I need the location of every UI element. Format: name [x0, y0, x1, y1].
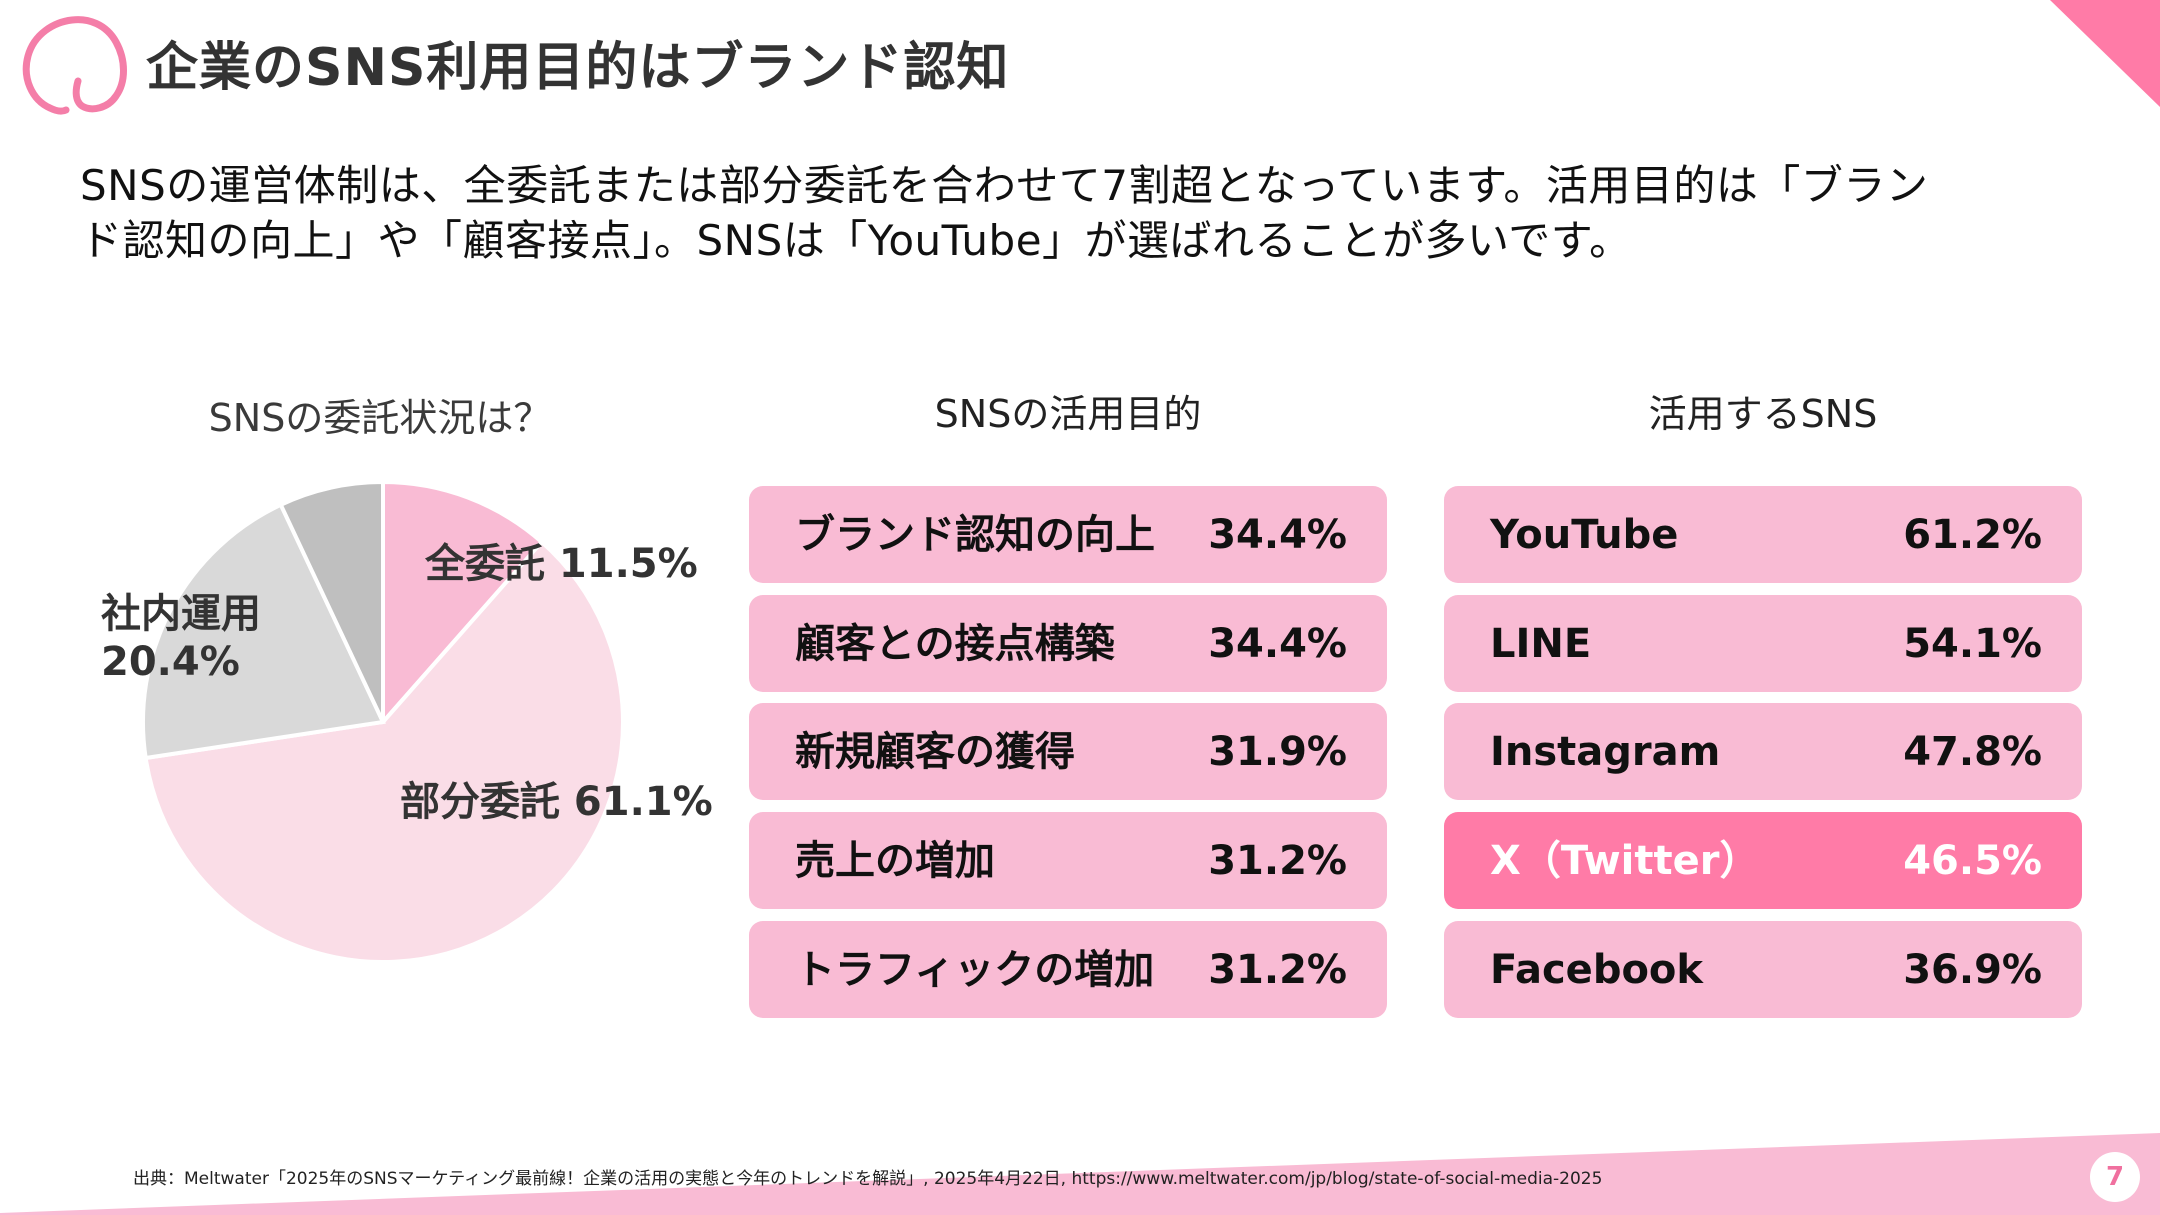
purpose-row: トラフィックの増加 31.2% [749, 921, 1387, 1018]
source-citation: 出典：Meltwater「2025年のSNSマーケティング最前線！企業の活用の実… [133, 1169, 1603, 1189]
lead-line-2: ド認知の向上」や「顧客接点」。SNSは「YouTube」が選ばれることが多いです… [80, 216, 1632, 265]
pie-label-in-house-name: 社内運用 [101, 591, 261, 637]
sns-label: Facebook [1490, 946, 1704, 993]
sns-row: LINE 54.1% [1444, 595, 2082, 692]
purpose-row: 売上の増加 31.2% [749, 812, 1387, 909]
purpose-value: 34.4% [1208, 620, 1347, 667]
purpose-row: 新規顧客の獲得 31.9% [749, 703, 1387, 800]
purpose-value: 31.2% [1208, 946, 1347, 993]
sns-row-highlighted: X（Twitter） 46.5% [1444, 812, 2082, 909]
sns-label: Instagram [1490, 728, 1721, 775]
sns-value: 61.2% [1903, 511, 2042, 558]
purpose-list: ブランド認知の向上 34.4% 顧客との接点構築 34.4% 新規顧客の獲得 3… [749, 486, 1387, 1030]
sns-row: Facebook 36.9% [1444, 921, 2082, 1018]
sns-value: 47.8% [1903, 728, 2042, 775]
purpose-value: 31.2% [1208, 837, 1347, 884]
sns-value: 36.9% [1903, 946, 2042, 993]
pie-label-in-house: 社内運用 20.4% [101, 590, 261, 686]
slide-title: 企業のSNS利用目的はブランド認知 [146, 38, 1010, 98]
purpose-label: トラフィックの増加 [795, 946, 1155, 993]
purpose-label: 顧客との接点構築 [795, 620, 1115, 667]
outsourcing-pie-chart [140, 479, 625, 964]
sns-list: YouTube 61.2% LINE 54.1% Instagram 47.8%… [1444, 486, 2082, 1030]
pie-label-in-house-value: 20.4% [101, 639, 240, 685]
sns-value: 54.1% [1903, 620, 2042, 667]
purpose-label: ブランド認知の向上 [795, 511, 1155, 558]
lead-paragraph: SNSの運営体制は、全委託または部分委託を合わせて7割超となっています。活用目的… [80, 158, 2080, 268]
purpose-value: 31.9% [1208, 728, 1347, 775]
sns-row: YouTube 61.2% [1444, 486, 2082, 583]
sns-label: X（Twitter） [1490, 837, 1760, 884]
purpose-label: 新規顧客の獲得 [795, 728, 1075, 775]
purpose-label: 売上の増加 [795, 837, 995, 884]
sns-label: YouTube [1490, 511, 1679, 558]
pie-slice-in-house [140, 502, 386, 761]
brand-logo-icon [22, 16, 127, 115]
sns-value: 46.5% [1903, 837, 2042, 884]
pie-slice-partial-outsourcing [143, 539, 625, 964]
purpose-row: ブランド認知の向上 34.4% [749, 486, 1387, 583]
sns-label: LINE [1490, 620, 1592, 667]
purpose-list-title: SNSの活用目的 [934, 392, 1202, 436]
purpose-row: 顧客との接点構築 34.4% [749, 595, 1387, 692]
page-number: 7 [2090, 1152, 2140, 1202]
pie-label-full-outsourcing: 全委託 11.5% [425, 541, 698, 587]
pie-chart-title: SNSの委託状況は？ [208, 396, 552, 440]
sns-row: Instagram 47.8% [1444, 703, 2082, 800]
sns-list-title: 活用するSNS [1648, 392, 1878, 436]
pie-label-partial-outsourcing: 部分委託 61.1% [400, 779, 713, 825]
lead-line-1: SNSの運営体制は、全委託または部分委託を合わせて7割超となっています。活用目的… [80, 161, 1929, 210]
pie-slice-other [278, 479, 385, 723]
pie-slice-full-outsourcing [381, 479, 545, 728]
purpose-value: 34.4% [1208, 511, 1347, 558]
